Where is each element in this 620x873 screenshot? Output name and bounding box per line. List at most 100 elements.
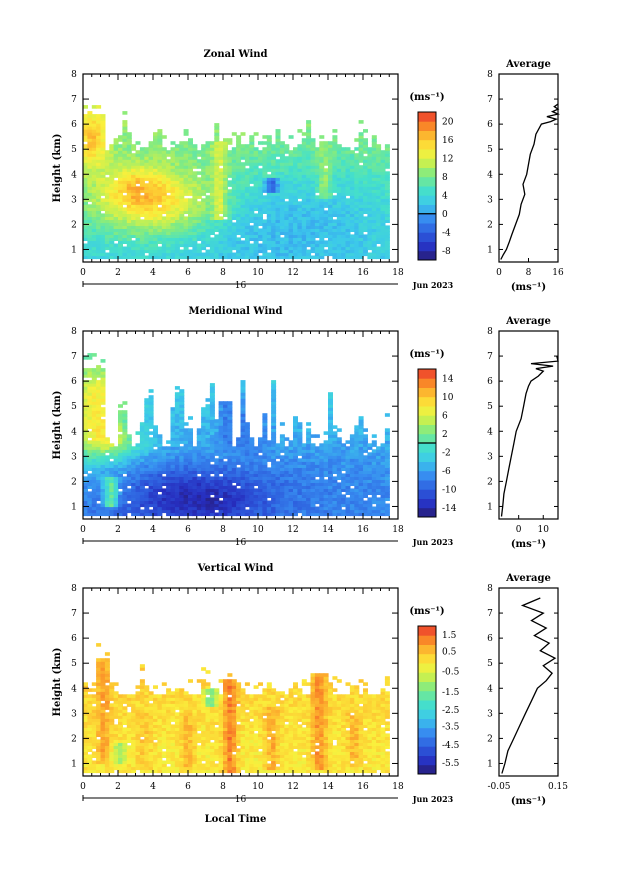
- zonal-cell: [275, 171, 281, 175]
- meridional-cell: [183, 440, 189, 444]
- zonal-cell: [131, 183, 137, 187]
- zonal-cell: [380, 207, 386, 211]
- meridional-cell: [240, 497, 246, 501]
- zonal-cell: [323, 210, 329, 214]
- meridional-cell: [139, 470, 145, 474]
- zonal-cell: [170, 192, 176, 196]
- meridional-cell: [83, 398, 88, 402]
- zonal-cell: [371, 180, 377, 184]
- zonal-cell: [183, 237, 189, 241]
- zonal-cell: [301, 159, 307, 163]
- zonal-cell: [336, 252, 342, 257]
- meridional-cell: [358, 494, 364, 498]
- meridional-cell: [209, 440, 215, 444]
- zonal-cell: [227, 159, 233, 163]
- meridional-cell: [240, 473, 246, 477]
- meridional-cell: [358, 452, 364, 456]
- meridional-cell: [376, 503, 382, 508]
- zonal-cell: [262, 174, 268, 178]
- zonal-cell: [236, 186, 242, 190]
- zonal-cell: [262, 177, 268, 181]
- zonal-cell: [371, 216, 377, 220]
- zonal-cell: [310, 201, 316, 205]
- meridional-cell: [328, 494, 333, 498]
- zonal-cell: [118, 135, 123, 139]
- colorbar-tick-label: 4: [442, 191, 448, 201]
- zonal-cell: [144, 189, 150, 193]
- meridional-cell: [100, 431, 106, 435]
- meridional-cell: [170, 488, 176, 492]
- meridional-cell: [328, 485, 333, 489]
- zonal-cell: [332, 228, 338, 232]
- zonal-cell: [236, 159, 242, 163]
- meridional-cell: [271, 455, 277, 459]
- meridional-cell: [227, 485, 233, 489]
- meridional-cell: [100, 392, 106, 396]
- zonal-cell: [358, 180, 364, 184]
- meridional-cell: [126, 443, 132, 447]
- zonal-cell: [236, 210, 242, 214]
- meridional-cell: [87, 503, 93, 508]
- zonal-cell: [253, 189, 259, 193]
- zonal-cell: [271, 237, 277, 241]
- zonal-cell: [122, 231, 128, 235]
- zonal-cell: [249, 246, 255, 251]
- zonal-cell: [109, 171, 115, 175]
- zonal-cell: [131, 246, 137, 251]
- zonal-cell: [367, 198, 373, 202]
- zonal-cell: [126, 255, 132, 260]
- zonal-cell: [358, 228, 364, 232]
- meridional-cell: [100, 497, 106, 501]
- meridional-cell: [118, 464, 123, 468]
- zonal-cell: [371, 240, 377, 244]
- meridional-cell: [240, 389, 246, 393]
- meridional-cell: [271, 500, 277, 505]
- meridional-cell: [135, 431, 141, 435]
- zonal-cell: [231, 207, 237, 211]
- meridional-cell: [258, 458, 263, 462]
- zonal-cell: [363, 177, 368, 181]
- zonal-cell: [310, 219, 316, 223]
- zonal-cell: [384, 195, 390, 199]
- meridional-cell: [279, 458, 285, 462]
- zonal-cell: [341, 219, 347, 223]
- zonal-cell: [249, 141, 255, 145]
- zonal-cell: [153, 135, 158, 139]
- meridional-cell: [139, 464, 145, 468]
- meridional-cell: [306, 443, 312, 447]
- meridional-cell: [91, 353, 97, 357]
- zonal-cell: [371, 237, 377, 241]
- zonal-cell: [214, 168, 220, 172]
- meridional-cell: [328, 404, 333, 408]
- zonal-cell: [100, 252, 106, 257]
- zonal-cell: [301, 237, 307, 241]
- colorbar-tick-label: 16: [442, 136, 454, 146]
- zonal-cell: [214, 192, 220, 196]
- zonal-cell: [188, 189, 193, 193]
- meridional-cell: [170, 422, 176, 426]
- zonal-cell: [253, 168, 259, 172]
- zonal-cell: [323, 219, 329, 223]
- meridional-cell: [209, 419, 215, 423]
- meridional-cell: [157, 434, 163, 438]
- meridional-cell: [209, 458, 215, 462]
- meridional-cell: [170, 473, 176, 477]
- zonal-cell: [144, 219, 150, 223]
- meridional-cell: [314, 479, 320, 483]
- meridional-cell: [183, 431, 189, 435]
- zonal-cell: [87, 189, 93, 193]
- zonal-cell: [113, 192, 119, 196]
- zonal-cell: [297, 255, 303, 260]
- meridional-cell: [91, 416, 97, 420]
- zonal-cell: [231, 204, 237, 208]
- meridional-cell: [188, 470, 193, 474]
- meridional-cell: [236, 497, 242, 501]
- meridional-cell: [354, 434, 360, 438]
- zonal-cell: [209, 207, 215, 211]
- zonal-cell: [332, 168, 338, 172]
- zonal-cell: [236, 162, 242, 166]
- zonal-cell: [126, 132, 132, 136]
- zonal-cell: [122, 255, 128, 260]
- zonal-cell: [157, 174, 163, 178]
